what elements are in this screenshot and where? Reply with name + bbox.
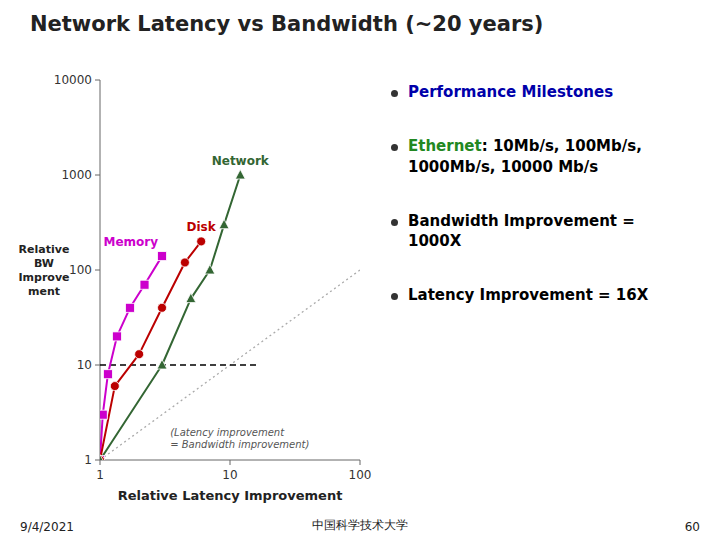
series-label: Disk bbox=[187, 220, 217, 234]
annotation: (Latency improvement= Bandwidth improvem… bbox=[170, 427, 309, 450]
note-text: Ethernet bbox=[408, 137, 482, 155]
x-tick-label: 100 bbox=[349, 468, 372, 482]
note-text: Bandwidth Improvement = 1000X bbox=[408, 212, 635, 250]
y-tick-label: 1000 bbox=[61, 168, 92, 182]
point bbox=[140, 280, 149, 289]
reference-line bbox=[100, 270, 360, 460]
reference-line bbox=[100, 364, 257, 365]
footer-center: 中国科学技术大学 bbox=[312, 517, 408, 534]
point bbox=[125, 303, 134, 312]
point bbox=[197, 237, 206, 246]
point bbox=[158, 252, 167, 261]
series-label: Memory bbox=[103, 235, 158, 249]
point bbox=[135, 350, 144, 359]
y-tick-label: 10000 bbox=[54, 73, 92, 87]
point bbox=[186, 293, 196, 303]
y-tick bbox=[95, 270, 100, 271]
y-tick bbox=[95, 460, 100, 461]
point bbox=[103, 370, 112, 379]
y-tick-label: 100 bbox=[69, 263, 92, 277]
x-tick bbox=[230, 460, 231, 465]
notes: Performance Milestones Ethernet: 10Mb/s, … bbox=[388, 82, 708, 340]
x-tick bbox=[360, 460, 361, 465]
title: Network Latency vs Bandwidth (~20 years) bbox=[30, 12, 543, 36]
point bbox=[112, 332, 121, 341]
y-axis-label-line: Improve bbox=[18, 271, 69, 284]
footer-right: 60 bbox=[685, 520, 700, 534]
y-axis-label-line: ment bbox=[28, 285, 60, 298]
point bbox=[205, 265, 215, 275]
y-axis-label-line: BW bbox=[34, 257, 54, 270]
page: Network Latency vs Bandwidth (~20 years)… bbox=[0, 0, 720, 540]
plot-area bbox=[100, 170, 360, 461]
x-axis-label: Relative Latency Improvement bbox=[118, 488, 343, 503]
y-tick-label: 10 bbox=[77, 358, 92, 372]
y-tick-label: 1 bbox=[84, 453, 92, 467]
point bbox=[100, 456, 105, 461]
note: Ethernet: 10Mb/s, 100Mb/s, 1000Mb/s, 100… bbox=[388, 136, 708, 177]
series-label: Network bbox=[212, 154, 270, 168]
y-tick bbox=[95, 365, 100, 366]
point bbox=[158, 303, 167, 312]
bullet bbox=[391, 144, 398, 151]
x-tick-label: 10 bbox=[222, 468, 237, 482]
annotation-line: = Bandwidth improvement) bbox=[170, 439, 309, 450]
point bbox=[180, 258, 189, 267]
point bbox=[100, 455, 105, 461]
x-tick-label: 1 bbox=[96, 468, 104, 482]
note-text: Performance Milestones bbox=[408, 83, 613, 101]
y-axis-label-line: Relative bbox=[19, 243, 70, 256]
point bbox=[235, 170, 245, 180]
annotation-line: (Latency improvement bbox=[170, 427, 285, 438]
y-axis-label: RelativeBWImprovement bbox=[18, 243, 69, 298]
y-tick bbox=[95, 80, 100, 81]
bullet bbox=[391, 90, 398, 97]
y-tick bbox=[95, 175, 100, 176]
bullet bbox=[391, 219, 398, 226]
note-text: Latency Improvement = 16X bbox=[408, 286, 648, 304]
series-line bbox=[100, 175, 240, 460]
point bbox=[219, 219, 229, 229]
point bbox=[110, 382, 119, 391]
point bbox=[157, 360, 167, 370]
point bbox=[100, 456, 105, 461]
note: Performance Milestones bbox=[388, 82, 708, 102]
footer-left: 9/4/2021 bbox=[20, 520, 74, 534]
bullet bbox=[391, 293, 398, 300]
note: Bandwidth Improvement = 1000X bbox=[388, 211, 708, 252]
series-line bbox=[100, 256, 162, 460]
chart: 1 10 100 1 10 100 1000 10000 Relative Latency Im… bbox=[0, 0, 720, 540]
x-tick bbox=[100, 460, 101, 465]
point bbox=[100, 410, 107, 419]
note: Latency Improvement = 16X bbox=[388, 285, 708, 305]
